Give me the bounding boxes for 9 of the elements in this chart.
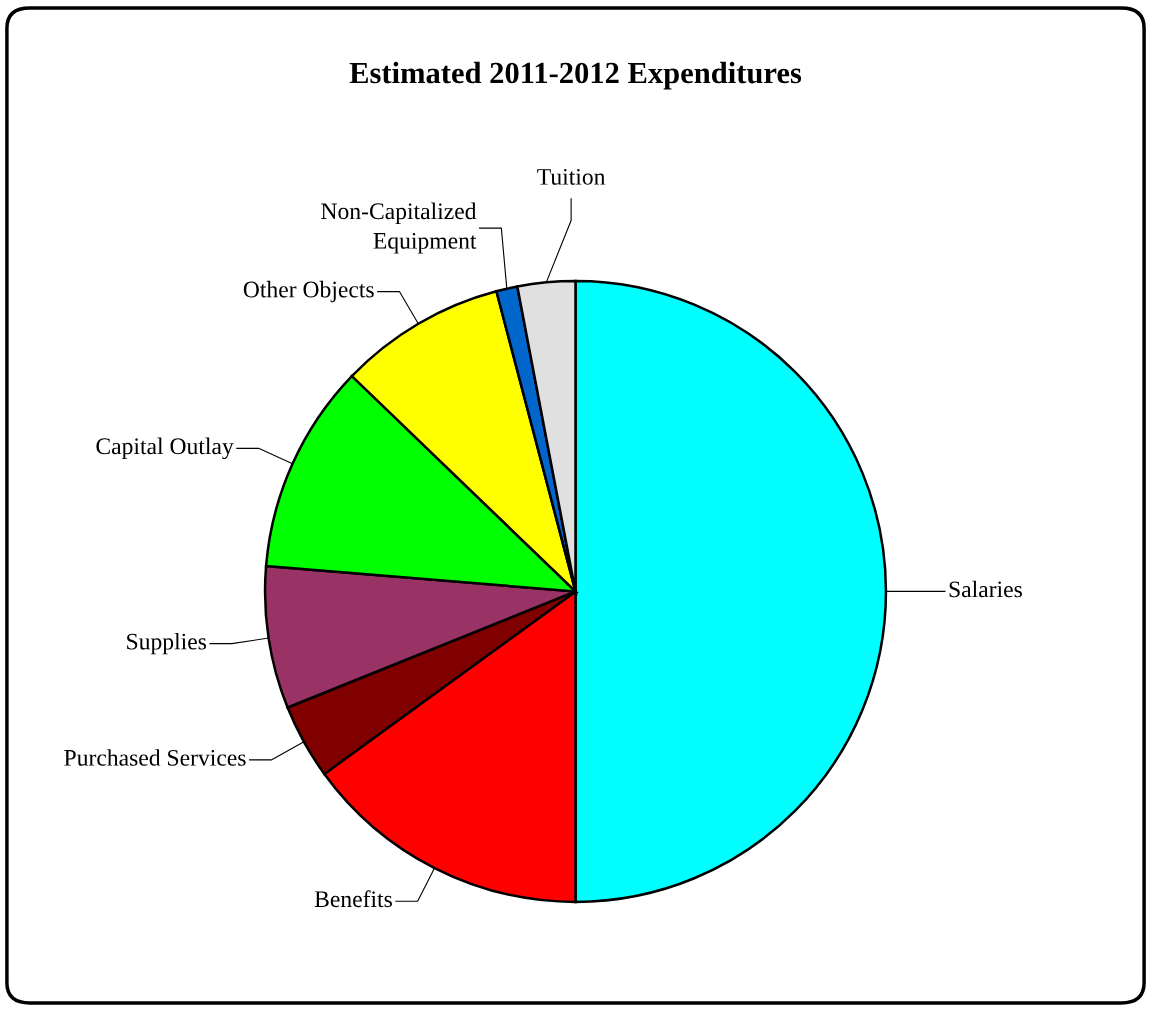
slice-label: Other Objects <box>243 280 374 303</box>
slice-label: Salaries <box>949 580 1022 598</box>
slice-label: Supplies <box>127 632 207 655</box>
slice-label: Benefits <box>314 890 392 908</box>
slice-label: Non-Capitalized Equipment <box>321 202 477 254</box>
slice-label: Capital Outlay <box>96 437 234 460</box>
slice-label: Purchased Services <box>64 749 246 766</box>
slice-label: Tuition <box>537 168 606 185</box>
chart-title: Estimated 2011-2012 Expenditures <box>349 61 802 90</box>
